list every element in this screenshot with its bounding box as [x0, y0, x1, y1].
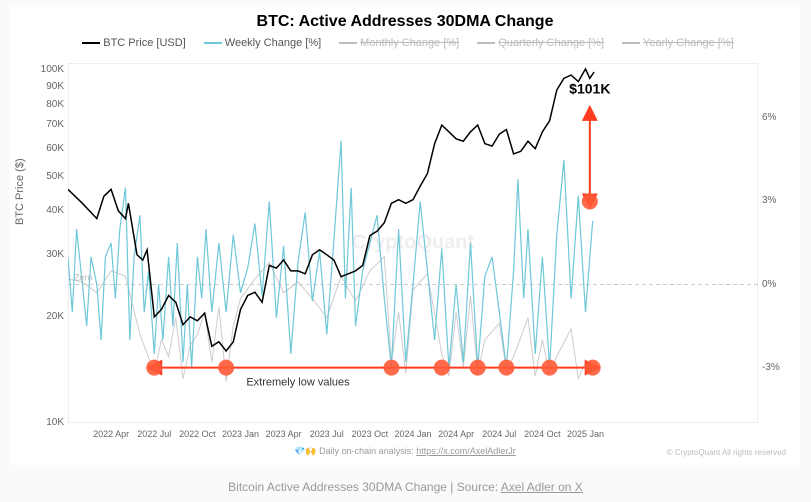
y-right-tick: 3% — [762, 195, 790, 206]
y-left-tick: 30K — [40, 249, 64, 260]
y-left-tick: 60K — [40, 143, 64, 154]
y-right-tick: 6% — [762, 112, 790, 123]
y-left-tick: 100K — [40, 64, 64, 75]
svg-text:$101K: $101K — [569, 80, 610, 96]
x-tick: 2023 Jul — [310, 429, 344, 439]
legend-item: Quarterly Change [%] — [471, 37, 604, 49]
caption-link[interactable]: Axel Adler on X — [501, 480, 583, 494]
y-left-tick: 10K — [40, 417, 64, 428]
y-left-tick: 70K — [40, 119, 64, 130]
footer-emoji: 💎🙌 — [294, 446, 316, 456]
legend-item: Monthly Change [%] — [333, 37, 459, 49]
y-axis-left-label: BTC Price ($) — [14, 158, 26, 225]
y-left-tick: 20K — [40, 311, 64, 322]
x-tick: 2023 Oct — [352, 429, 389, 439]
chart-title: BTC: Active Addresses 30DMA Change — [10, 5, 800, 31]
x-tick: 2022 Jul — [137, 429, 171, 439]
svg-text:Zero: Zero — [74, 273, 93, 283]
y-left-tick: 50K — [40, 171, 64, 182]
x-tick: 2022 Apr — [93, 429, 129, 439]
legend-item: Weekly Change [%] — [198, 37, 321, 49]
x-tick: 2024 Oct — [524, 429, 561, 439]
y-right-tick: -3% — [762, 362, 790, 373]
legend-item: BTC Price [USD] — [76, 37, 186, 49]
x-tick: 2025 Jan — [567, 429, 604, 439]
chart-legend: BTC Price [USD] Weekly Change [%] Monthly … — [10, 37, 800, 49]
svg-text:Extremely low values: Extremely low values — [246, 377, 350, 389]
image-caption: Bitcoin Active Addresses 30DMA Change | … — [0, 480, 811, 494]
x-tick: 2023 Apr — [266, 429, 302, 439]
legend-item: Yearly Change [%] — [616, 37, 734, 49]
y-left-tick: 90K — [40, 81, 64, 92]
x-tick: 2024 Jan — [394, 429, 431, 439]
x-tick: 2024 Jul — [482, 429, 516, 439]
chart-card: BTC: Active Addresses 30DMA Change BTC P… — [10, 5, 800, 465]
footer-link[interactable]: https://x.com/AxelAdlerJr — [416, 446, 516, 456]
x-tick: 2023 Jan — [222, 429, 259, 439]
caption-prefix: Bitcoin Active Addresses 30DMA Change | … — [228, 480, 501, 494]
footer-text: Daily on-chain analysis: — [319, 446, 414, 456]
y-right-tick: 0% — [762, 279, 790, 290]
y-left-tick: 40K — [40, 205, 64, 216]
y-left-tick: 80K — [40, 99, 64, 110]
plot-svg: $101K Extremely low values Zero — [68, 63, 758, 423]
x-tick: 2022 Oct — [179, 429, 216, 439]
copyright: © CryptoQuant All rights reserved — [667, 448, 786, 457]
x-tick: 2024 Apr — [438, 429, 474, 439]
plot-area: CryptoQuant $101KExtremely low valuesZer… — [68, 63, 758, 423]
